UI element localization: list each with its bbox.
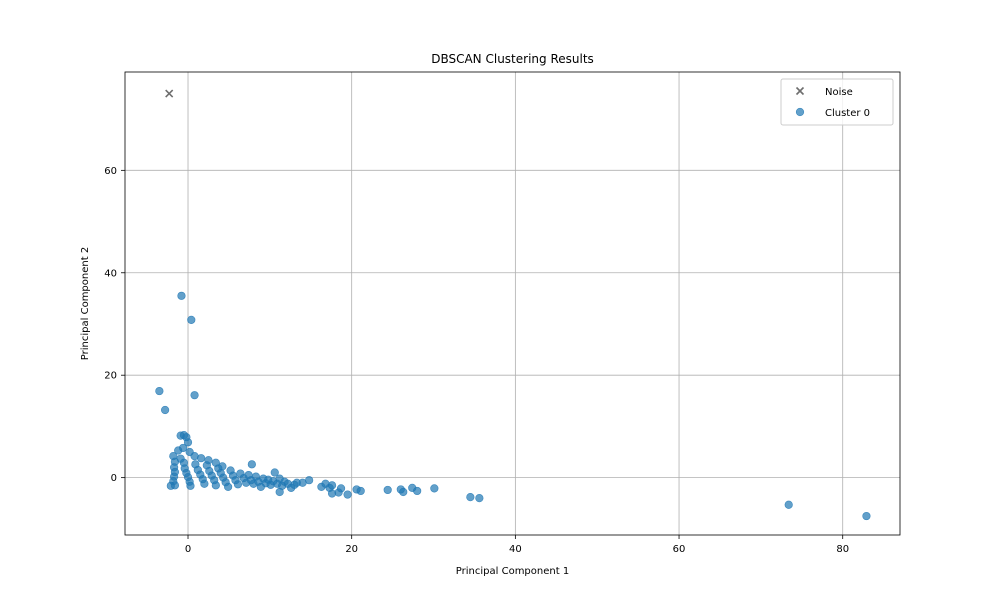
legend-marker-cluster-0-icon — [795, 107, 805, 117]
cluster-point — [862, 511, 871, 521]
cluster-point — [183, 438, 193, 447]
y-axis-label: Principal Component 2 — [80, 247, 91, 360]
y-tick-label: 0 — [111, 473, 117, 484]
x-tick-label: 20 — [345, 544, 358, 555]
cluster-point — [155, 386, 164, 396]
y-tick: 60 — [104, 166, 125, 177]
plot-frame — [124, 71, 901, 536]
cluster-point — [413, 486, 422, 496]
legend-item-noise: Noise — [795, 86, 853, 98]
legend-marker-noise-icon — [795, 86, 805, 96]
cluster-point — [383, 485, 392, 495]
x-tick: 40 — [509, 535, 522, 555]
x-tick-label: 80 — [836, 544, 849, 555]
cluster-point — [197, 454, 206, 463]
y-tick: 20 — [104, 371, 125, 382]
cluster-point — [475, 494, 484, 503]
cluster-point — [327, 481, 337, 490]
x-tick: 0 — [185, 535, 191, 555]
x-tick-label: 0 — [185, 544, 191, 555]
cluster-point — [784, 500, 793, 509]
cluster-point — [187, 315, 196, 324]
cluster-point — [177, 291, 186, 300]
cluster-point — [270, 468, 279, 477]
legend: Noise Cluster 0 — [780, 78, 894, 126]
cluster-point — [200, 479, 209, 488]
cluster-point — [305, 476, 314, 485]
x-tick-label: 40 — [509, 544, 522, 555]
cluster-point — [356, 486, 365, 496]
cluster-point — [233, 480, 243, 489]
y-tick-label: 40 — [104, 268, 117, 279]
x-tick: 20 — [345, 535, 358, 555]
cluster-point — [161, 405, 170, 415]
cluster-point — [211, 481, 220, 490]
legend-label-noise: Noise — [825, 87, 853, 98]
x-tick: 60 — [673, 535, 686, 555]
cluster-point — [399, 487, 408, 497]
x-tick-label: 60 — [673, 544, 686, 555]
cluster-point — [343, 490, 352, 499]
cluster-point — [179, 443, 188, 453]
x-tick: 80 — [836, 535, 849, 555]
y-tick: 0 — [111, 473, 125, 484]
cluster-point — [430, 484, 439, 493]
cluster-point — [190, 391, 199, 400]
noise-point — [165, 89, 174, 98]
y-axis-ticks: 0 20 40 60 — [104, 166, 125, 484]
y-tick-label: 20 — [104, 371, 117, 382]
cluster-point — [336, 484, 346, 493]
legend-noise-marker — [795, 86, 805, 96]
data-points — [155, 89, 871, 521]
chart-title: DBSCAN Clustering Results — [431, 52, 594, 66]
cluster-point — [466, 492, 475, 502]
y-tick: 40 — [104, 268, 125, 279]
cluster-point — [247, 460, 256, 469]
legend-item-cluster-0: Cluster 0 — [795, 107, 870, 119]
x-axis-ticks: 0 20 40 60 80 — [185, 535, 849, 555]
cluster-point — [224, 482, 233, 491]
legend-label-cluster-0: Cluster 0 — [825, 108, 870, 119]
cluster-point — [166, 481, 175, 490]
y-tick-label: 60 — [104, 166, 117, 177]
cluster-point — [275, 487, 284, 497]
cluster-point — [186, 481, 195, 490]
legend-cluster-marker — [795, 107, 805, 117]
legend-box — [780, 78, 894, 126]
x-axis-label: Principal Component 1 — [456, 566, 569, 577]
grid — [125, 72, 900, 535]
